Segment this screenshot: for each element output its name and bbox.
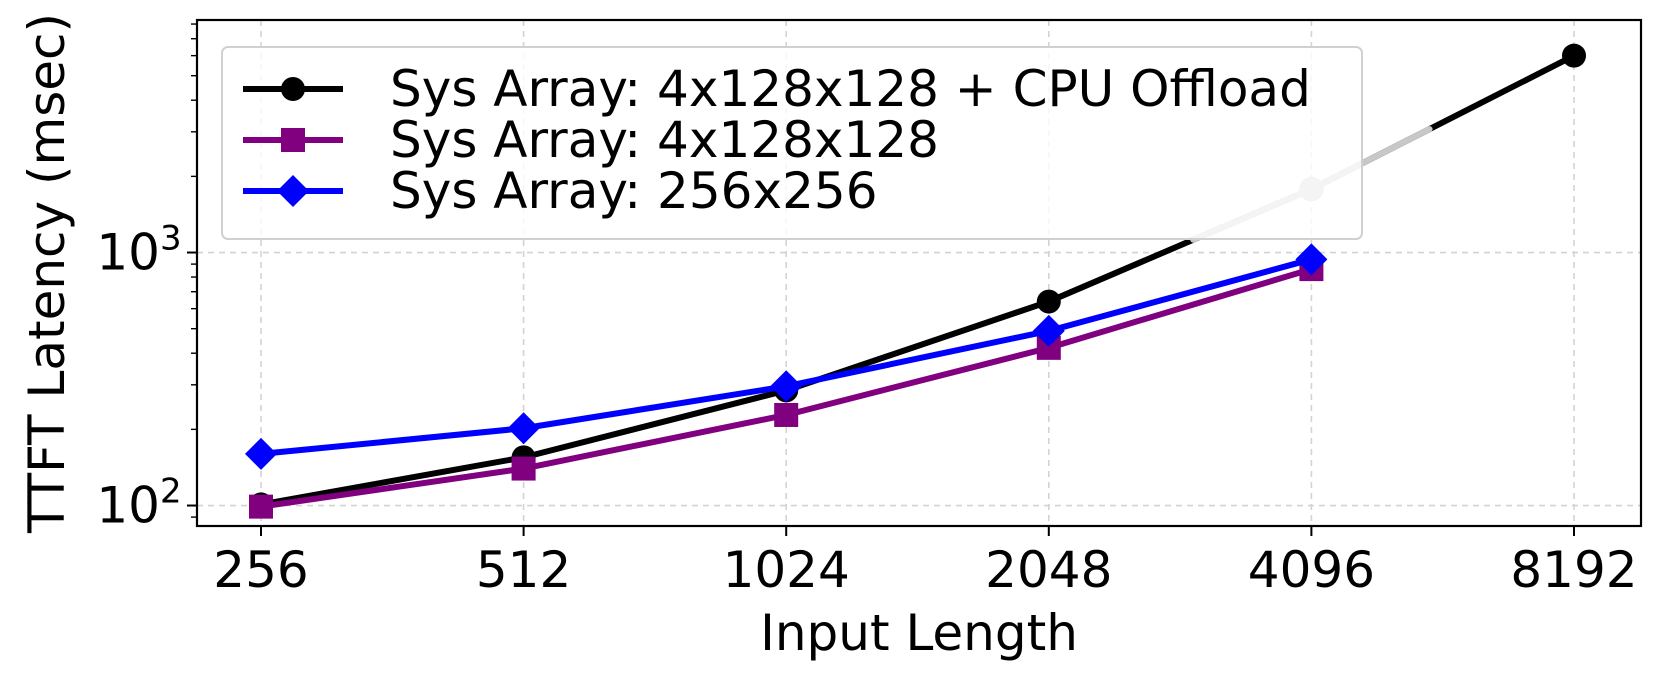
x-tick-label: 256 <box>213 541 308 599</box>
y-tick-label: 102 <box>96 472 181 535</box>
series-2 <box>249 257 1324 519</box>
series-line-segment <box>258 425 527 457</box>
legend-swatch-marker <box>277 175 309 207</box>
series-line-segment <box>520 383 790 432</box>
x-tick-label: 1024 <box>723 541 850 599</box>
x-axis-label: Input Length <box>760 604 1078 662</box>
legend-label: Sys Array: 4x128x128 <box>390 111 939 169</box>
series-line-segment <box>258 465 527 510</box>
series-2-point <box>249 494 273 519</box>
series-3-point <box>1295 243 1328 276</box>
series-line-segment <box>1045 266 1315 351</box>
legend-swatch-marker <box>281 77 305 101</box>
x-tick-label: 8192 <box>1510 541 1637 599</box>
x-tick-label: 512 <box>476 541 571 599</box>
legend-entry-3: Sys Array: 256x256 <box>243 162 878 220</box>
y-tick-label: 103 <box>96 219 181 282</box>
series-1-point <box>1562 43 1586 68</box>
series-3-point <box>507 412 540 445</box>
legend-box <box>221 46 1363 240</box>
axes: 256 512 1024 2048 4096 8192 102 103 <box>96 23 1638 599</box>
series-3-point <box>1032 314 1065 347</box>
legend-entry-2: Sys Array: 4x128x128 <box>243 111 939 169</box>
plot-frame <box>195 18 1643 528</box>
series-3-point <box>770 370 803 403</box>
series-line-segment <box>520 387 790 461</box>
series-2-point <box>511 456 536 481</box>
x-tick-label: 4096 <box>1248 541 1375 599</box>
y-axis-label: TTFT Latency (msec) <box>18 13 76 534</box>
legend-label: Sys Array: 256x256 <box>390 162 878 220</box>
series-line-segment <box>783 344 1052 418</box>
series-2-point <box>774 402 799 427</box>
x-tick-label: 2048 <box>985 541 1112 599</box>
series-line-segment <box>1045 256 1315 334</box>
series-line-segment <box>258 454 527 508</box>
legend-entry-1: Sys Array: 4x128x128 + CPU Offload <box>243 60 1311 118</box>
series-3 <box>245 243 1328 470</box>
legend-swatch-marker <box>281 128 305 152</box>
series-1-point <box>1036 289 1061 314</box>
series-line-segment <box>520 411 790 472</box>
series-3-point <box>245 437 277 470</box>
legend-label: Sys Array: 4x128x128 + CPU Offload <box>390 60 1311 118</box>
series-line-segment <box>783 327 1052 390</box>
